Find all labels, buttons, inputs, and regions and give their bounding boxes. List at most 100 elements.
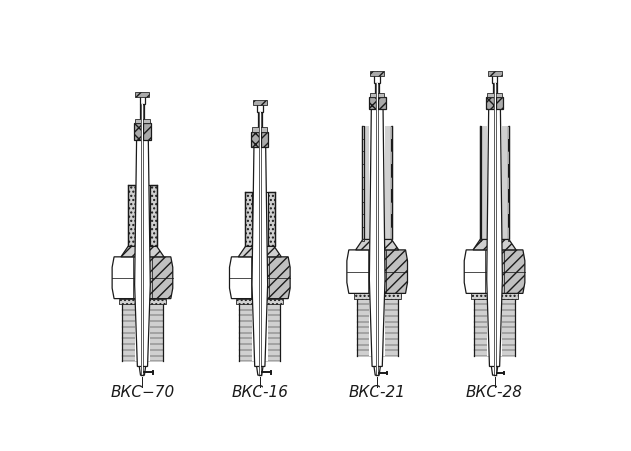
- Bar: [268, 193, 274, 247]
- Text: ВКС−70: ВКС−70: [110, 384, 175, 399]
- Polygon shape: [480, 240, 481, 242]
- Bar: [508, 177, 509, 190]
- Polygon shape: [495, 250, 525, 294]
- Bar: [134, 124, 141, 141]
- Bar: [357, 299, 398, 356]
- Bar: [252, 304, 268, 361]
- Polygon shape: [391, 240, 392, 242]
- Polygon shape: [464, 250, 495, 294]
- Polygon shape: [377, 250, 408, 294]
- Polygon shape: [112, 257, 143, 299]
- Bar: [508, 202, 509, 215]
- Bar: [135, 120, 150, 124]
- Bar: [508, 227, 509, 240]
- Bar: [122, 304, 163, 361]
- Bar: [391, 127, 392, 140]
- Polygon shape: [473, 240, 516, 250]
- Polygon shape: [139, 361, 146, 375]
- Bar: [141, 105, 143, 375]
- Bar: [258, 113, 262, 132]
- Bar: [488, 72, 502, 77]
- Bar: [480, 152, 481, 165]
- Polygon shape: [508, 240, 509, 242]
- Bar: [391, 127, 392, 240]
- Bar: [480, 127, 481, 140]
- Bar: [374, 75, 380, 83]
- Polygon shape: [252, 148, 268, 367]
- Bar: [474, 299, 515, 356]
- Bar: [143, 124, 151, 141]
- Text: ВКС-28: ВКС-28: [466, 384, 523, 399]
- Bar: [480, 127, 481, 240]
- Polygon shape: [356, 240, 399, 250]
- Bar: [492, 75, 497, 83]
- Bar: [252, 128, 267, 132]
- Bar: [480, 127, 487, 240]
- Bar: [391, 227, 392, 240]
- Bar: [493, 83, 497, 97]
- Bar: [236, 299, 283, 304]
- Polygon shape: [369, 110, 385, 367]
- Bar: [378, 97, 386, 110]
- Bar: [259, 113, 261, 375]
- Text: ВКС-21: ВКС-21: [349, 384, 406, 399]
- Bar: [502, 127, 509, 240]
- Polygon shape: [121, 247, 164, 257]
- Polygon shape: [230, 257, 260, 299]
- Bar: [141, 105, 144, 124]
- Bar: [362, 202, 363, 215]
- Bar: [362, 152, 363, 165]
- Bar: [375, 83, 379, 97]
- Bar: [391, 152, 392, 165]
- Polygon shape: [362, 240, 363, 242]
- Bar: [508, 152, 509, 165]
- Bar: [480, 227, 481, 240]
- Bar: [362, 177, 363, 190]
- Bar: [480, 202, 481, 215]
- Polygon shape: [134, 141, 150, 367]
- Bar: [150, 186, 157, 247]
- Bar: [239, 304, 280, 361]
- Bar: [362, 227, 363, 240]
- Bar: [139, 96, 145, 105]
- Bar: [119, 299, 166, 304]
- Bar: [391, 202, 392, 215]
- Bar: [362, 127, 363, 140]
- Bar: [385, 127, 392, 240]
- Bar: [261, 132, 268, 148]
- Polygon shape: [491, 361, 498, 375]
- Bar: [486, 97, 493, 110]
- Bar: [370, 93, 384, 97]
- Bar: [134, 304, 150, 361]
- Text: ВКС-16: ВКС-16: [232, 384, 288, 399]
- Bar: [480, 177, 481, 190]
- Bar: [376, 83, 378, 375]
- Bar: [251, 132, 259, 148]
- Polygon shape: [260, 257, 290, 299]
- Polygon shape: [256, 361, 264, 375]
- Bar: [487, 299, 502, 356]
- Bar: [245, 193, 252, 247]
- Bar: [369, 97, 376, 110]
- Bar: [370, 72, 384, 77]
- Bar: [369, 299, 385, 356]
- Polygon shape: [374, 361, 381, 375]
- Bar: [487, 93, 502, 97]
- Bar: [127, 186, 134, 247]
- Bar: [257, 105, 262, 113]
- Bar: [353, 294, 401, 299]
- Bar: [362, 127, 363, 240]
- Bar: [391, 177, 392, 190]
- Bar: [495, 97, 503, 110]
- Bar: [508, 127, 509, 240]
- Bar: [493, 83, 495, 375]
- Polygon shape: [239, 247, 281, 257]
- Bar: [471, 294, 518, 299]
- Polygon shape: [143, 257, 173, 299]
- Bar: [253, 101, 267, 106]
- Bar: [508, 127, 509, 140]
- Polygon shape: [347, 250, 377, 294]
- Bar: [136, 92, 150, 97]
- Polygon shape: [487, 110, 502, 367]
- Bar: [362, 127, 369, 240]
